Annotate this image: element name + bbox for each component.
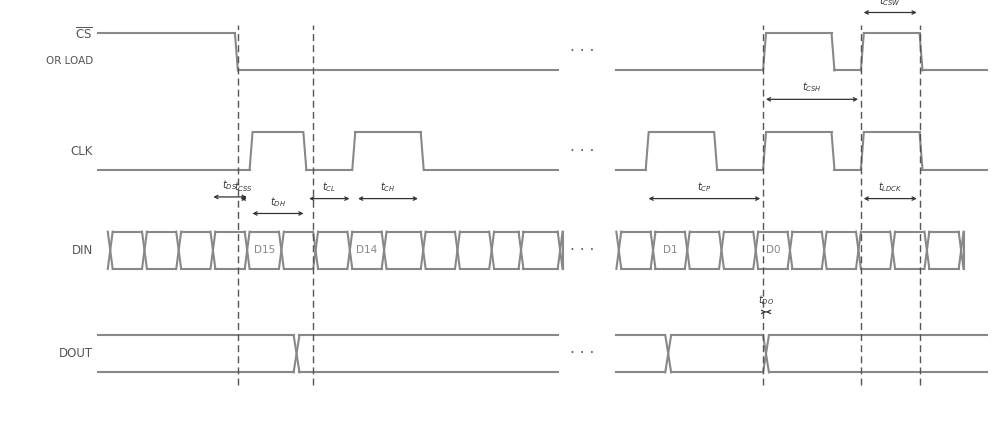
Text: $t_{CL}$: $t_{CL}$: [322, 180, 336, 194]
Text: D15: D15: [253, 245, 274, 255]
Text: D1: D1: [663, 245, 678, 255]
Text: $t_{DS}$: $t_{DS}$: [223, 178, 238, 192]
Text: $t_{CSH}$: $t_{CSH}$: [802, 81, 822, 95]
Text: CLK: CLK: [71, 144, 93, 157]
Text: $t_{CP}$: $t_{CP}$: [697, 180, 712, 194]
Text: · · ·: · · ·: [570, 143, 595, 159]
Text: $t_{CH}$: $t_{CH}$: [380, 180, 396, 194]
Text: · · ·: · · ·: [570, 44, 595, 59]
Text: · · ·: · · ·: [570, 243, 595, 258]
Text: D14: D14: [356, 245, 377, 255]
Text: D0: D0: [765, 245, 780, 255]
Text: DIN: DIN: [72, 244, 93, 257]
Text: $t_{DO}$: $t_{DO}$: [757, 293, 774, 307]
Text: OR LOAD: OR LOAD: [46, 56, 93, 66]
Text: DOUT: DOUT: [59, 347, 93, 360]
Text: · · ·: · · ·: [570, 346, 595, 361]
Text: $t_{CSS}$: $t_{CSS}$: [235, 180, 253, 194]
Text: $\overline{\mathrm{CS}}$: $\overline{\mathrm{CS}}$: [76, 26, 93, 42]
Text: $t_{DH}$: $t_{DH}$: [270, 195, 286, 208]
Text: $t_{LDCK}$: $t_{LDCK}$: [878, 180, 902, 194]
Text: $t_{CSW}$: $t_{CSW}$: [879, 0, 901, 8]
